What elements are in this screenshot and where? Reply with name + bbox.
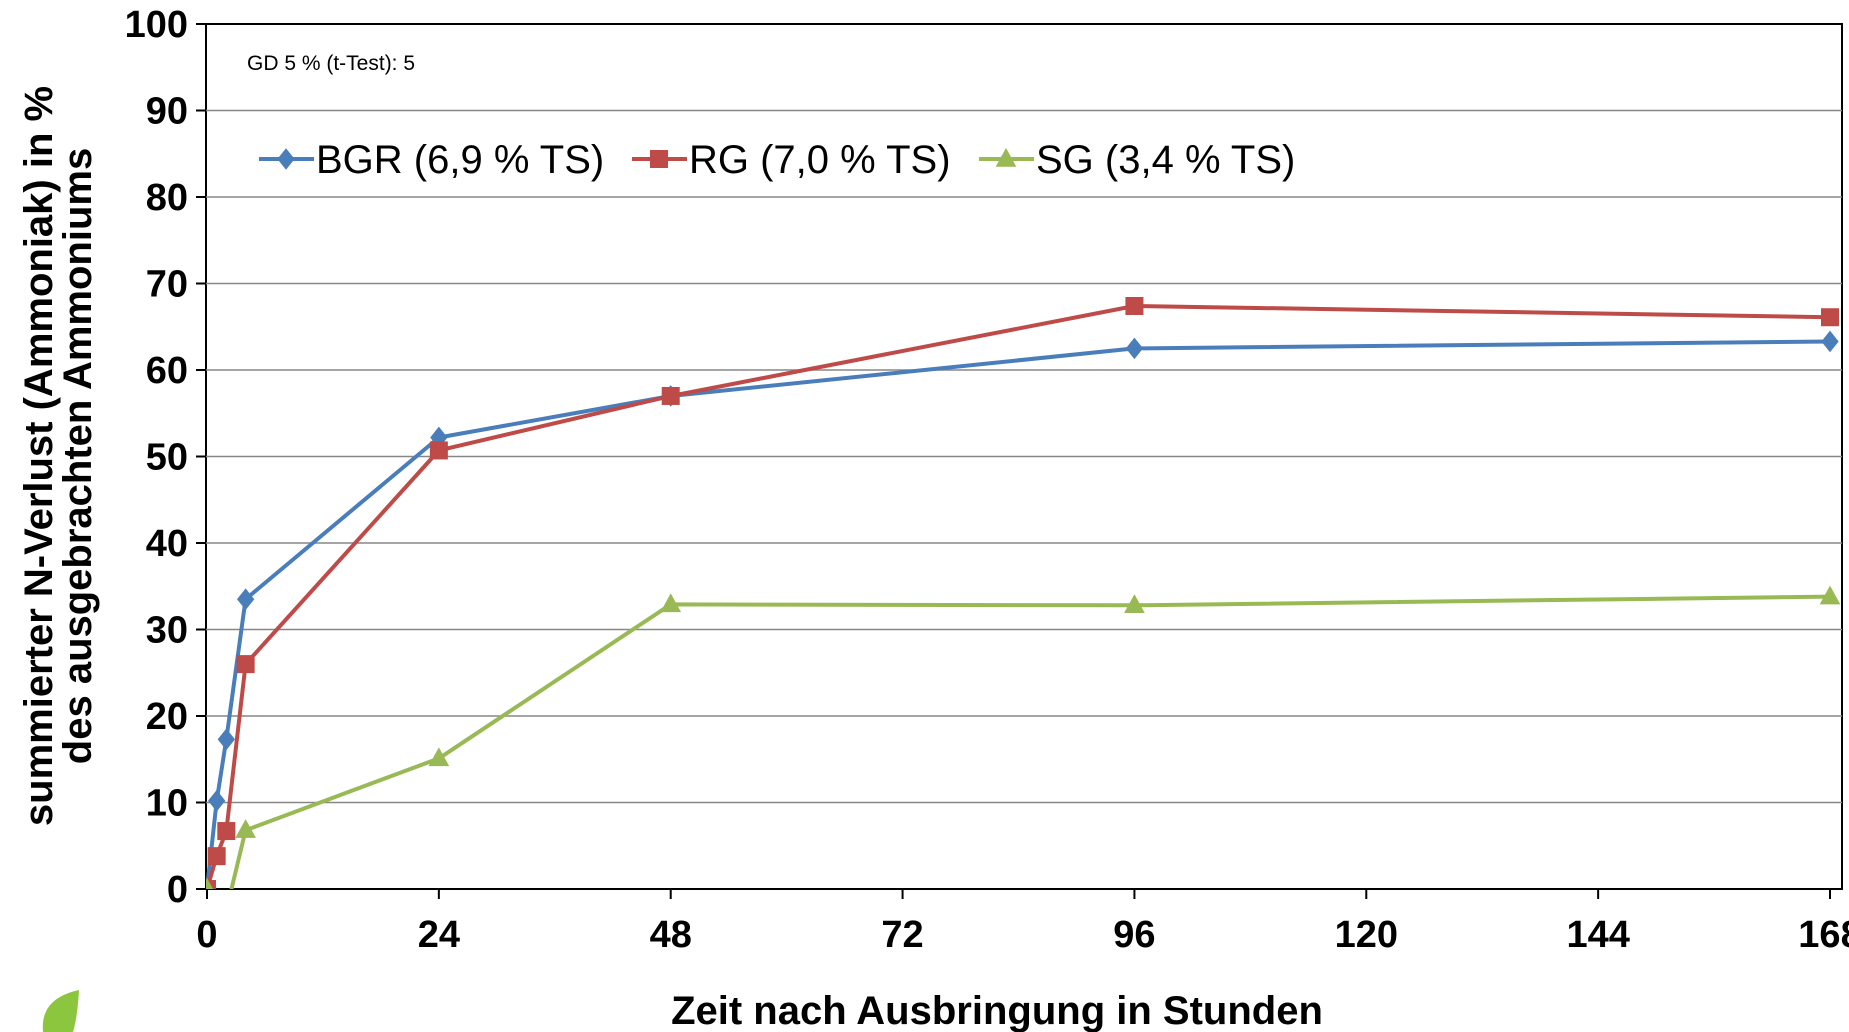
legend-label: RG (7,0 % TS) — [689, 138, 951, 182]
data-point — [217, 901, 236, 918]
y-tick-label: 80 — [146, 177, 188, 219]
y-tick-label: 40 — [146, 523, 188, 565]
legend: BGR (6,9 % TS) RG (7,0 % TS) SG (3,4 % TS) — [259, 138, 1295, 182]
series-square — [206, 296, 1839, 889]
x-tick-label: 0 — [196, 914, 217, 956]
data-point — [217, 822, 236, 841]
data-point — [660, 593, 682, 613]
legend-marker — [277, 148, 295, 170]
data-point — [207, 847, 226, 866]
data-point — [208, 789, 226, 812]
y-tick-label: 50 — [146, 437, 188, 479]
data-point — [1124, 594, 1145, 613]
legend-label: SG (3,4 % TS) — [1036, 138, 1295, 182]
data-point — [235, 819, 256, 838]
legend-label: BGR (6,9 % TS) — [316, 138, 604, 182]
legend-marker — [650, 150, 668, 168]
series-group — [206, 296, 1841, 918]
y-axis-title: summierter N-Verlust (Ammoniak) in % des… — [17, 86, 100, 826]
data-point — [429, 441, 448, 460]
data-point — [661, 386, 680, 405]
y-tick-label: 20 — [146, 696, 188, 738]
y-tick-label: 70 — [146, 264, 188, 306]
y-tick-label: 30 — [146, 610, 188, 652]
series-triangle — [206, 585, 1841, 918]
x-tick-label: 24 — [418, 914, 460, 956]
data-point — [206, 877, 214, 889]
legend-marker — [995, 147, 1017, 167]
gridlines — [206, 109, 1842, 804]
y-tick-label: 0 — [167, 869, 188, 911]
leaf-icon — [42, 990, 79, 1032]
data-point — [1125, 296, 1144, 315]
data-point — [1821, 308, 1839, 327]
gd-annotation: GD 5 % (t-Test): 5 — [247, 52, 415, 75]
data-point — [1821, 330, 1839, 353]
x-axis-title: Zeit nach Ausbringung in Stunden — [671, 989, 1323, 1032]
legend-item: BGR (6,9 % TS) — [259, 138, 604, 182]
y-axis-title-line-1: summierter N-Verlust (Ammoniak) in % — [17, 86, 61, 826]
x-tick-label: 48 — [650, 914, 692, 956]
data-point — [428, 747, 450, 767]
leaf-logo — [42, 990, 79, 1032]
data-point — [237, 588, 255, 611]
x-tick-label: 72 — [881, 914, 923, 956]
legend-item: SG (3,4 % TS) — [979, 138, 1295, 182]
y-tick-label: 10 — [146, 783, 188, 825]
x-axis: 0 24 48 72 96 120 144 168 — [196, 889, 1849, 956]
data-point — [236, 655, 255, 674]
y-tick-label: 100 — [125, 4, 188, 46]
x-tick-label: 96 — [1113, 914, 1155, 956]
y-tick-label: 60 — [146, 350, 188, 392]
x-tick-label: 120 — [1335, 914, 1398, 956]
x-tick-label: 168 — [1798, 914, 1849, 956]
y-axis-title-line-2: des ausgebrachten Ammoniums — [56, 148, 100, 764]
y-tick-label: 90 — [146, 91, 188, 133]
y-axis: 0 10 20 30 40 50 60 70 80 90 100 — [125, 4, 206, 911]
data-point — [217, 728, 235, 751]
x-tick-label: 144 — [1566, 914, 1629, 956]
data-point — [1125, 337, 1144, 360]
series-line — [206, 339, 1831, 889]
series-line — [206, 594, 1831, 889]
legend-item: RG (7,0 % TS) — [632, 138, 951, 182]
data-point — [1819, 585, 1841, 605]
